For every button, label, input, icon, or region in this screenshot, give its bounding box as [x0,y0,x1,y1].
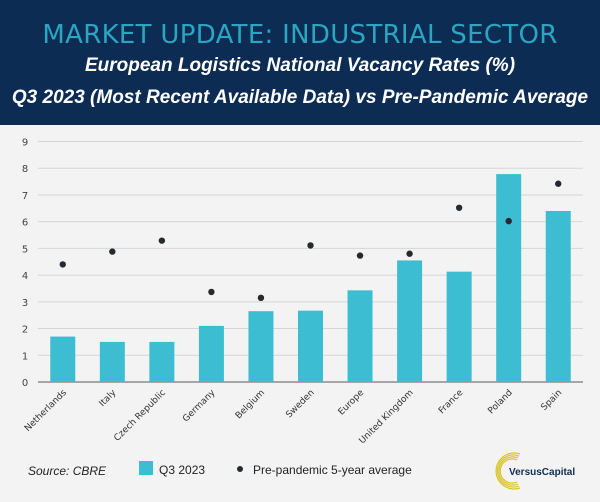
x-tick-label: Spain [539,388,564,413]
bar-sweden [298,310,323,382]
bar-spain [545,210,571,382]
header-banner: MARKET UPDATE: INDUSTRIAL SECTOR Europea… [0,0,600,125]
bar-italy [99,341,125,382]
versuscapital-logo: VersusCapital [495,452,575,490]
y-tick-label: 3 [22,298,28,309]
x-tick-label: Sweden [284,388,316,420]
dot-belgium [257,294,265,302]
dot-poland [505,217,512,225]
y-tick-label: 8 [22,164,28,175]
dot-czech-republic [158,237,166,244]
bar-belgium [248,311,274,382]
y-tick-label: 6 [22,218,28,229]
x-tick-label: Czech Republic [112,388,168,444]
y-tick-label: 0 [22,378,28,389]
x-tick-label: Poland [486,388,514,416]
bar-europe [347,290,373,382]
y-tick-label: 4 [22,271,28,282]
y-tick-label: 7 [22,191,28,202]
legend-label-prepandemic: Pre-pandemic 5-year average [253,463,412,477]
x-tick-label: Germany [181,388,218,425]
page-title: MARKET UPDATE: INDUSTRIAL SECTOR [42,20,558,50]
chart-subtitle-period: Q3 2023 (Most Recent Available Data) vs … [11,87,589,108]
bar-netherlands [50,336,76,382]
dot-france [455,204,463,211]
dot-sweden [307,242,314,249]
legend-swatch-bar [139,461,153,475]
y-tick-label: 5 [22,244,28,255]
bar-czech-republic [149,341,175,382]
bar-france [446,271,472,382]
dot-netherlands [59,261,66,268]
y-tick-label: 2 [22,325,28,336]
dot-europe [356,252,364,259]
chart-subtitle: European Logistics National Vacancy Rate… [84,55,516,76]
logo-text: VersusCapital [509,467,575,478]
source-note: Source: CBRE [28,464,107,478]
bar-united-kingdom [397,260,423,382]
y-tick-label: 9 [22,138,28,149]
x-tick-label: Belgium [234,388,267,421]
dot-spain [555,180,562,187]
chart-footer: Source: CBRE Q3 2023 Pre-pandemic 5-year… [0,458,600,488]
dot-united-kingdom [406,250,413,257]
x-tick-label: France [437,388,466,417]
dot-germany [208,288,215,296]
x-tick-label: Netherlands [23,388,69,434]
legend-label-q3: Q3 2023 [159,463,206,477]
y-tick-label: 1 [22,351,28,362]
dot-italy [109,248,116,255]
x-tick-label: Europe [337,388,367,418]
bar-poland [496,174,522,382]
x-tick-label: United Kingdom [358,388,416,446]
legend-swatch-dot [237,466,243,472]
bar-germany [198,325,224,382]
x-tick-label: Italy [98,388,119,409]
